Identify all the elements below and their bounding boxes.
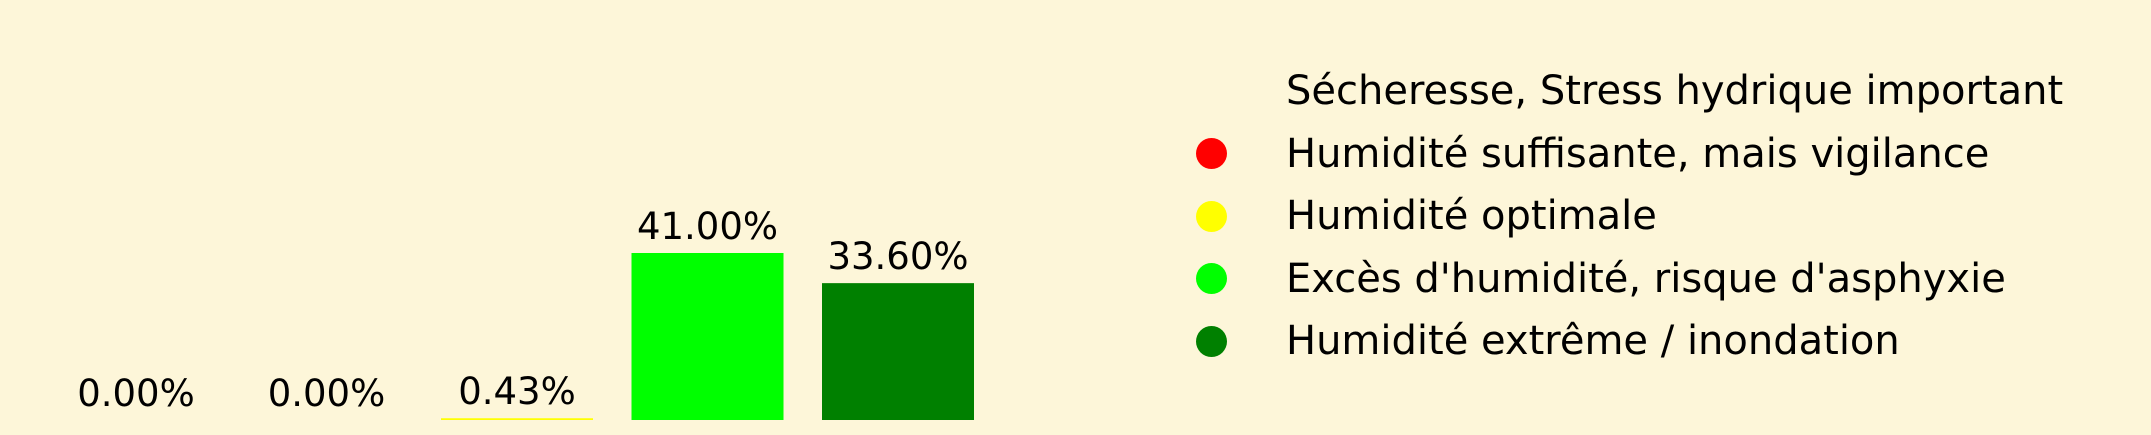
bars-layer	[60, 253, 974, 421]
data-label-secheresse-stress-hydrique-important: 0.00%	[77, 372, 195, 415]
data-label-humidite-suffisante-mais-vigilance: 0.00%	[268, 372, 386, 415]
legend-marker-secheresse	[1196, 75, 1227, 107]
legend-item-exces-humidite: Excès d'humidité, risque d'asphyxie	[1186, 248, 2116, 311]
legend-label-exces-humidite: Excès d'humidité, risque d'asphyxie	[1286, 255, 2006, 302]
data-label-humidite-optimale: 0.43%	[458, 370, 576, 413]
legend-marker-humidite-extreme	[1196, 325, 1227, 357]
legend-label-humidite-suffisante: Humidité suffisante, mais vigilance	[1286, 130, 1990, 177]
bar-exces-d-humidite-risque-d-asphyxie	[631, 253, 784, 420]
legend-item-humidite-suffisante: Humidité suffisante, mais vigilance	[1186, 123, 2116, 186]
data-labels-layer: 0.00% 0.00% 0.43% 41.00% 33.60%	[77, 205, 968, 415]
legend-item-humidite-optimale: Humidité optimale	[1186, 185, 2116, 248]
legend-marker-humidite-suffisante	[1196, 138, 1227, 170]
legend-marker-humidite-optimale	[1196, 200, 1227, 232]
data-label-exces-d-humidite-risque-d-asphyxie: 41.00%	[637, 205, 778, 248]
legend-label-secheresse: Sécheresse, Stress hydrique important	[1286, 68, 2064, 115]
data-label-humidite-extreme-inondation: 33.60%	[827, 235, 968, 278]
legend: Sécheresse, Stress hydrique important Hu…	[1186, 60, 2116, 373]
legend-label-humidite-optimale: Humidité optimale	[1286, 193, 1657, 240]
bar-humidite-extreme-inondation	[822, 283, 974, 420]
legend-item-humidite-extreme: Humidité extrême / inondation	[1186, 310, 2116, 373]
legend-marker-exces-humidite	[1196, 263, 1227, 295]
bar-humidite-optimale	[441, 418, 593, 420]
legend-label-humidite-extreme: Humidité extrême / inondation	[1286, 318, 1900, 365]
legend-item-secheresse: Sécheresse, Stress hydrique important	[1186, 60, 2116, 123]
